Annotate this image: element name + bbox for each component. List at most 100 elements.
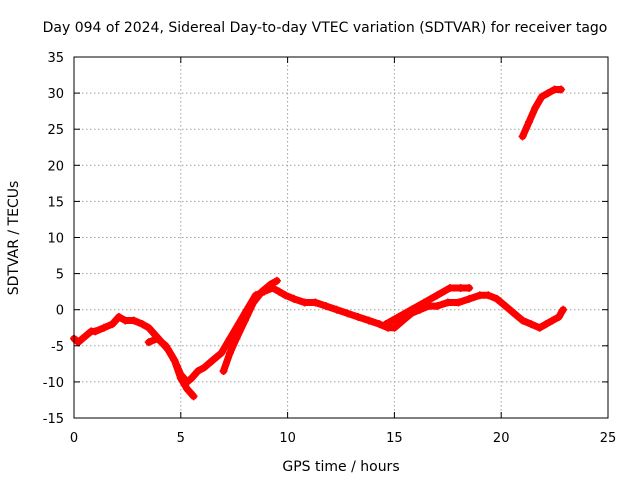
data-point [144,338,153,347]
data-point [354,312,363,321]
data-point [454,298,463,307]
data-point [74,338,83,347]
data-point [518,132,527,141]
data-point [465,294,474,303]
data-point [232,334,241,343]
data-point [91,327,100,336]
y-tick-label: 0 [56,304,64,319]
data-point [257,287,266,296]
data-point [129,316,138,325]
series-0 [70,284,568,386]
data-point [114,312,123,321]
y-tick-label: -5 [51,340,64,355]
data-point [456,284,465,293]
data-point [443,298,452,307]
data-point [332,305,341,314]
data-point [475,291,484,300]
data-point [465,284,474,293]
y-tick-label: 20 [47,159,64,174]
data-point [433,291,442,300]
x-tick-labels: 0 5 10 15 20 25 [70,431,616,446]
data-point [266,280,275,289]
data-point [518,316,527,325]
data-point [281,291,290,300]
data-point [557,85,566,94]
series-2 [219,276,281,376]
data-point [240,316,249,325]
data-point [189,392,198,401]
data-point [176,374,185,383]
data-point [510,309,519,318]
data-point [99,323,108,332]
data-point [144,323,153,332]
data-point [554,312,563,321]
data-point [138,320,147,329]
y-tick-label: 30 [47,87,64,102]
y-tick-label: 15 [47,195,64,210]
data-point [420,298,429,307]
data-point [501,302,510,311]
data-point [249,298,258,307]
data-point [492,294,501,303]
y-tick-labels: -15 -10 -5 0 5 10 15 20 25 30 35 [43,51,64,427]
series-3 [381,284,474,329]
y-tick-label: 10 [47,232,64,247]
data-point [445,284,454,293]
data-point [559,305,568,314]
series-1 [144,334,198,401]
x-tick-label: 0 [70,431,78,446]
y-tick-label: 5 [56,268,64,283]
x-tick-label: 5 [177,431,185,446]
data-point [78,334,87,343]
data-point [187,374,196,383]
data-point [484,291,493,300]
data-point [108,320,117,329]
data-point [390,323,399,332]
data-point [544,89,553,98]
data-point [531,103,540,112]
data-point [343,309,352,318]
data-point [82,330,91,339]
data-point [407,305,416,314]
x-tick-label: 15 [386,431,403,446]
data-point [537,92,546,101]
data-point [535,323,544,332]
series-4 [518,85,566,141]
data-point [219,367,228,376]
data-point [364,316,373,325]
data-point [193,367,202,376]
x-axis-label: GPS time / hours [282,459,399,475]
data-point [121,316,130,325]
data-series [70,85,568,401]
x-tick-label: 25 [600,431,617,446]
data-point [394,312,403,321]
y-tick-label: -10 [43,376,64,391]
data-point [153,334,162,343]
y-tick-label: -15 [43,412,64,427]
data-point [170,356,179,365]
y-axis-label: SDTVAR / TECUs [6,181,22,296]
data-point [290,294,299,303]
x-tick-label: 10 [279,431,296,446]
data-point [208,356,217,365]
data-point [272,276,281,285]
grid-lines [74,57,608,418]
data-point [527,320,536,329]
data-point [300,298,309,307]
data-point [311,298,320,307]
data-point [322,302,331,311]
series-line [220,277,281,375]
data-point [542,320,551,329]
data-point [433,302,442,311]
y-tick-label: 25 [47,123,64,138]
data-point [225,349,234,358]
axis-ticks [73,56,609,419]
data-point [161,341,170,350]
data-point [200,363,209,372]
y-tick-label: 35 [47,51,64,66]
data-point [275,287,284,296]
chart-title: Day 094 of 2024, Sidereal Day-to-day VTE… [43,20,608,36]
data-point [524,117,533,126]
data-point [183,385,192,394]
